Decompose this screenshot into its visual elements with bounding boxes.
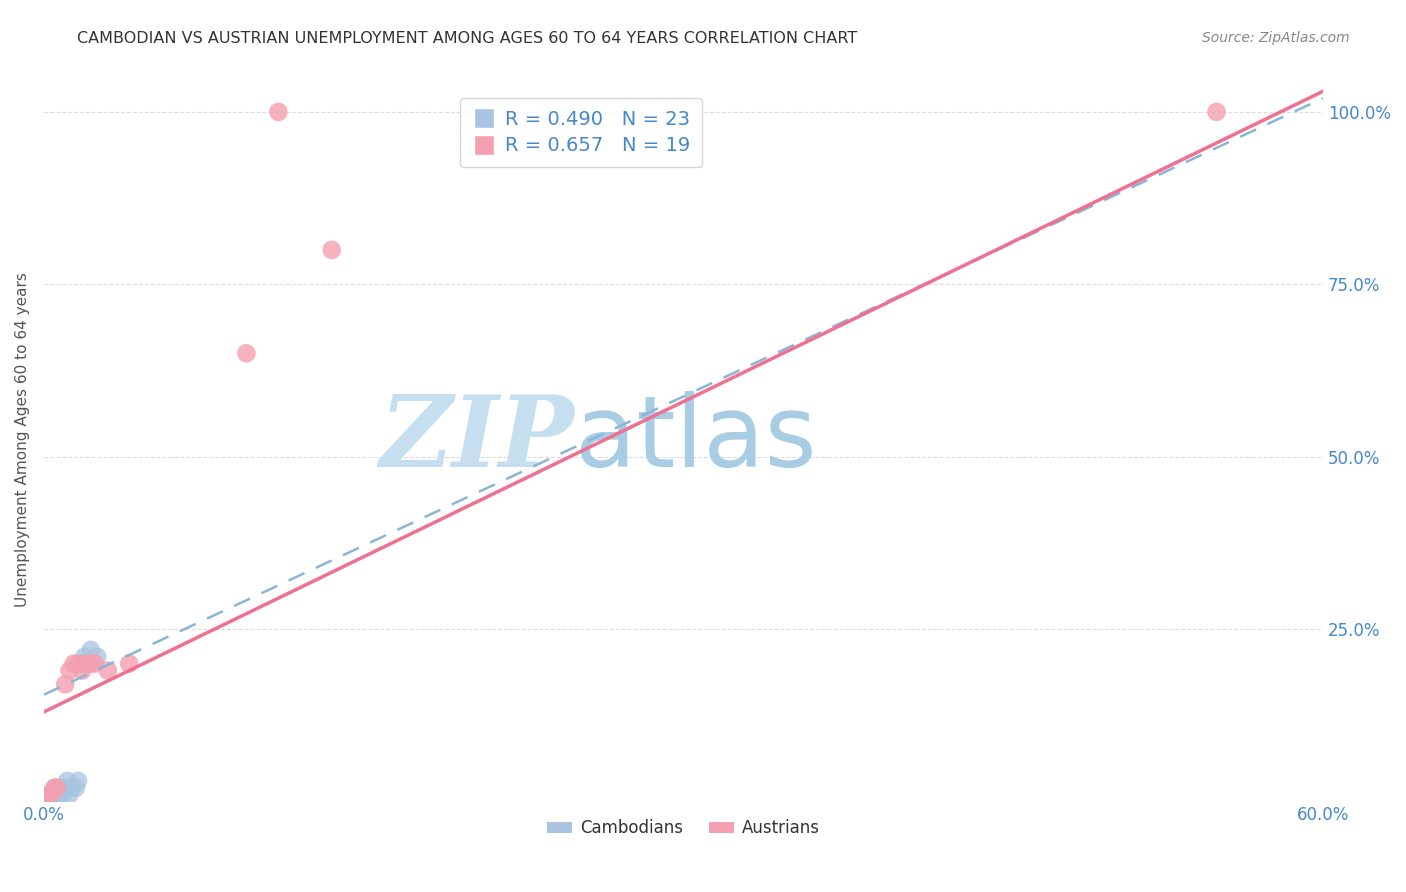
Point [44,780,66,795]
Point [56,773,79,788]
Point [60,780,83,795]
Text: atlas: atlas [575,391,817,488]
Point [1205,104,1227,119]
Point [45,795,67,809]
Point [44,780,66,795]
Point [49,780,72,795]
Point [32,795,55,809]
Point [39,788,62,802]
Point [32,795,55,809]
Point [267,104,290,119]
Point [66,773,89,788]
Point [65,780,87,795]
Point [86,649,108,664]
Point [39,788,62,802]
Point [32,795,55,809]
Point [73,649,96,664]
Point [72,664,94,678]
Point [32,795,55,809]
Point [76,657,98,671]
Point [84,657,107,671]
Point [66,657,89,671]
Point [41,788,63,802]
Point [80,643,103,657]
Point [53,780,76,795]
Point [80,657,103,671]
Text: ZIP: ZIP [380,392,575,488]
Point [321,243,343,257]
Text: CAMBODIAN VS AUSTRIAN UNEMPLOYMENT AMONG AGES 60 TO 64 YEARS CORRELATION CHART: CAMBODIAN VS AUSTRIAN UNEMPLOYMENT AMONG… [77,31,858,46]
Point [72,657,94,671]
Point [58,788,80,802]
Point [52,788,75,802]
Point [45,780,67,795]
Text: Source: ZipAtlas.com: Source: ZipAtlas.com [1202,31,1350,45]
Y-axis label: Unemployment Among Ages 60 to 64 years: Unemployment Among Ages 60 to 64 years [15,272,30,607]
Point [48,788,70,802]
Point [76,657,98,671]
Point [32,795,55,809]
Point [97,664,120,678]
Point [235,346,257,360]
Point [32,795,55,809]
Point [58,664,80,678]
Point [53,677,76,691]
Point [118,657,141,671]
Point [37,788,59,802]
Legend: Cambodians, Austrians: Cambodians, Austrians [540,813,827,844]
Point [62,657,84,671]
